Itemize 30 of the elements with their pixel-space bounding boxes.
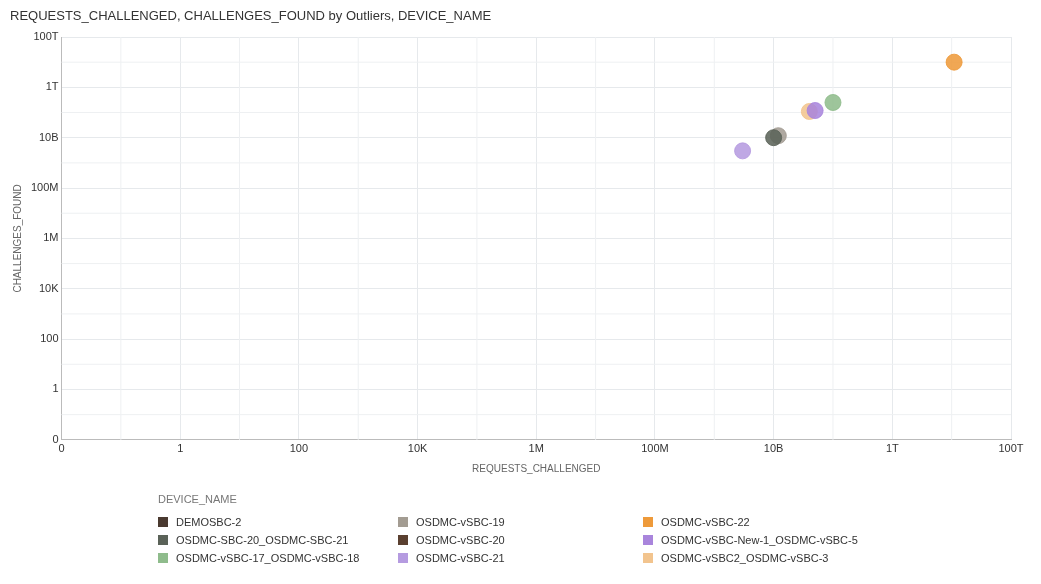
legend-label: OSDMC-SBC-20_OSDMC-SBC-21	[176, 534, 349, 546]
legend-label: OSDMC-vSBC-20	[416, 534, 505, 546]
y-tick-label: 10K	[38, 281, 60, 294]
y-tick-label: 1M	[43, 231, 59, 244]
x-tick-label: 100T	[998, 442, 1024, 455]
y-tick-label: 100M	[30, 181, 59, 194]
legend-label: DEMOSBC-2	[176, 516, 242, 528]
legend-label: OSDMC-vSBC-22	[661, 516, 750, 528]
x-axis-title: REQUESTS_CHALLENGED	[472, 462, 601, 474]
y-axis-title: CHALLENGES_FOUND	[11, 184, 23, 293]
x-tick-label: 100M	[641, 442, 669, 455]
chart-title: REQUESTS_CHALLENGED, CHALLENGES_FOUND by Outliers, DEVICE_NAME	[10, 8, 493, 23]
y-tick-label: 0	[52, 432, 59, 445]
y-tick-label: 1	[52, 382, 59, 395]
legend-label: OSDMC-vSBC-17_OSDMC-vSBC-18	[176, 552, 360, 564]
x-tick-label: 10B	[763, 442, 784, 455]
x-tick-label: 10K	[407, 442, 429, 455]
x-tick-label: 1T	[885, 442, 900, 455]
y-tick-label: 100	[40, 332, 59, 345]
x-tick-label: 1	[177, 442, 184, 455]
legend-label: OSDMC-vSBC-19	[416, 516, 505, 528]
legend-label: OSDMC-vSBC-21	[416, 552, 505, 564]
y-tick-label: 10B	[38, 130, 59, 143]
legend-title: DEVICE_NAME	[158, 493, 238, 505]
legend-label: OSDMC-vSBC-New-1_OSDMC-vSBC-5	[661, 534, 858, 546]
x-tick-label: 100	[289, 442, 309, 455]
y-tick-label: 1T	[45, 80, 59, 93]
legend-label: OSDMC-vSBC2_OSDMC-vSBC-3	[661, 552, 829, 564]
x-tick-label: 1M	[528, 442, 544, 455]
y-tick-label: 100T	[33, 30, 59, 43]
